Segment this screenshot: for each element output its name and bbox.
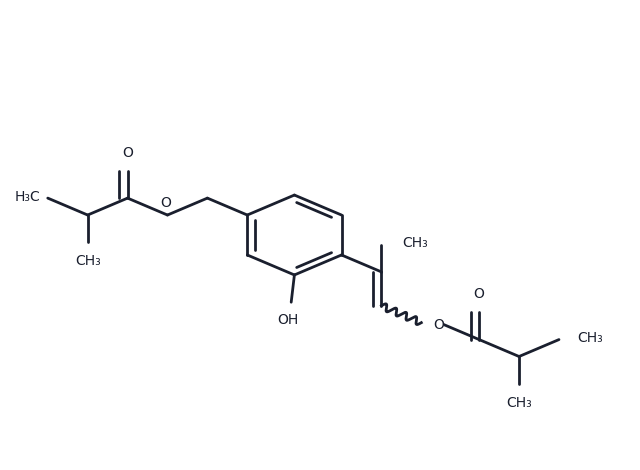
Text: CH₃: CH₃	[403, 236, 428, 250]
Text: OH: OH	[277, 313, 299, 328]
Text: O: O	[160, 196, 171, 210]
Text: H₃C: H₃C	[14, 190, 40, 204]
Text: O: O	[122, 146, 133, 160]
Text: O: O	[474, 287, 484, 301]
Text: CH₃: CH₃	[506, 395, 532, 409]
Text: CH₃: CH₃	[75, 254, 100, 268]
Text: CH₃: CH₃	[577, 331, 603, 345]
Text: O: O	[433, 318, 444, 332]
